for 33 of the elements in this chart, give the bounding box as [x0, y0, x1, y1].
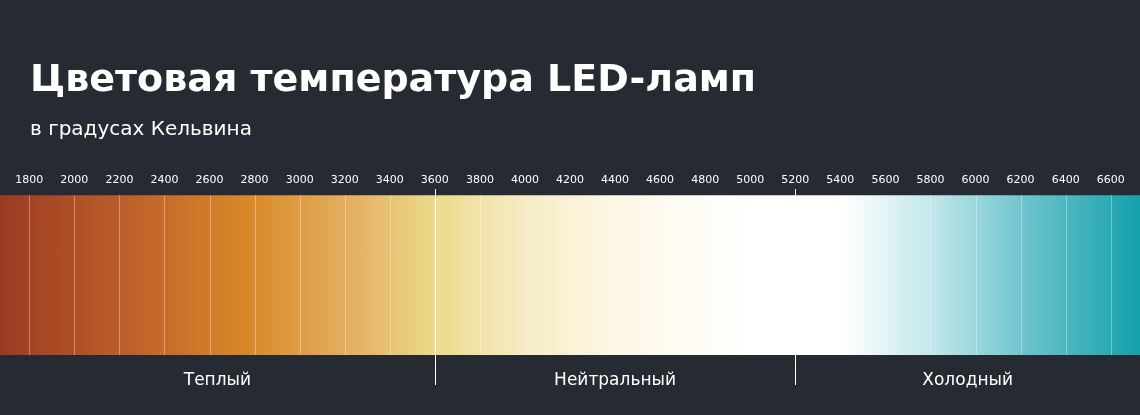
- x-tick-label: 5600: [871, 173, 900, 187]
- x-tick-label: 5400: [826, 173, 855, 187]
- x-tick-label: 5800: [916, 173, 945, 187]
- x-tick-label: 1800: [15, 173, 44, 187]
- x-tick-label: 3000: [285, 173, 314, 187]
- x-tick-label: 6000: [961, 173, 990, 187]
- x-tick-label: 6400: [1051, 173, 1080, 187]
- x-tick-label: 2600: [195, 173, 224, 187]
- x-tick-label: 4600: [646, 173, 675, 187]
- x-tick-label: 3800: [465, 173, 494, 187]
- x-tick-label: 2200: [105, 173, 134, 187]
- chart-subtitle: в градусах Кельвина: [30, 116, 252, 140]
- x-tick-label: 4400: [601, 173, 630, 187]
- x-tick-label: 2800: [240, 173, 269, 187]
- bar: [0, 195, 436, 355]
- x-tick-label: 6200: [1006, 173, 1035, 187]
- x-tick-label: 2400: [150, 173, 179, 187]
- series-label: Нейтральный: [554, 369, 676, 390]
- x-tick-label: 3600: [420, 173, 449, 187]
- x-tick-label: 4000: [510, 173, 539, 187]
- chart-title: Цветовая температура LED-ламп: [30, 56, 757, 100]
- x-tick-label: 5000: [736, 173, 765, 187]
- x-tick-label: 5200: [781, 173, 810, 187]
- x-tick-label: 3200: [330, 173, 359, 187]
- x-tick-label: 4200: [556, 173, 584, 187]
- bar: [434, 195, 796, 355]
- bar: [794, 195, 1140, 355]
- x-tick-label: 4800: [691, 173, 720, 187]
- x-tick-label: 6600: [1096, 173, 1125, 187]
- series-label: Теплый: [182, 369, 252, 390]
- series-label: Холодный: [922, 369, 1013, 390]
- x-tick-label: 3400: [375, 173, 404, 187]
- x-tick-label: 2000: [60, 173, 89, 187]
